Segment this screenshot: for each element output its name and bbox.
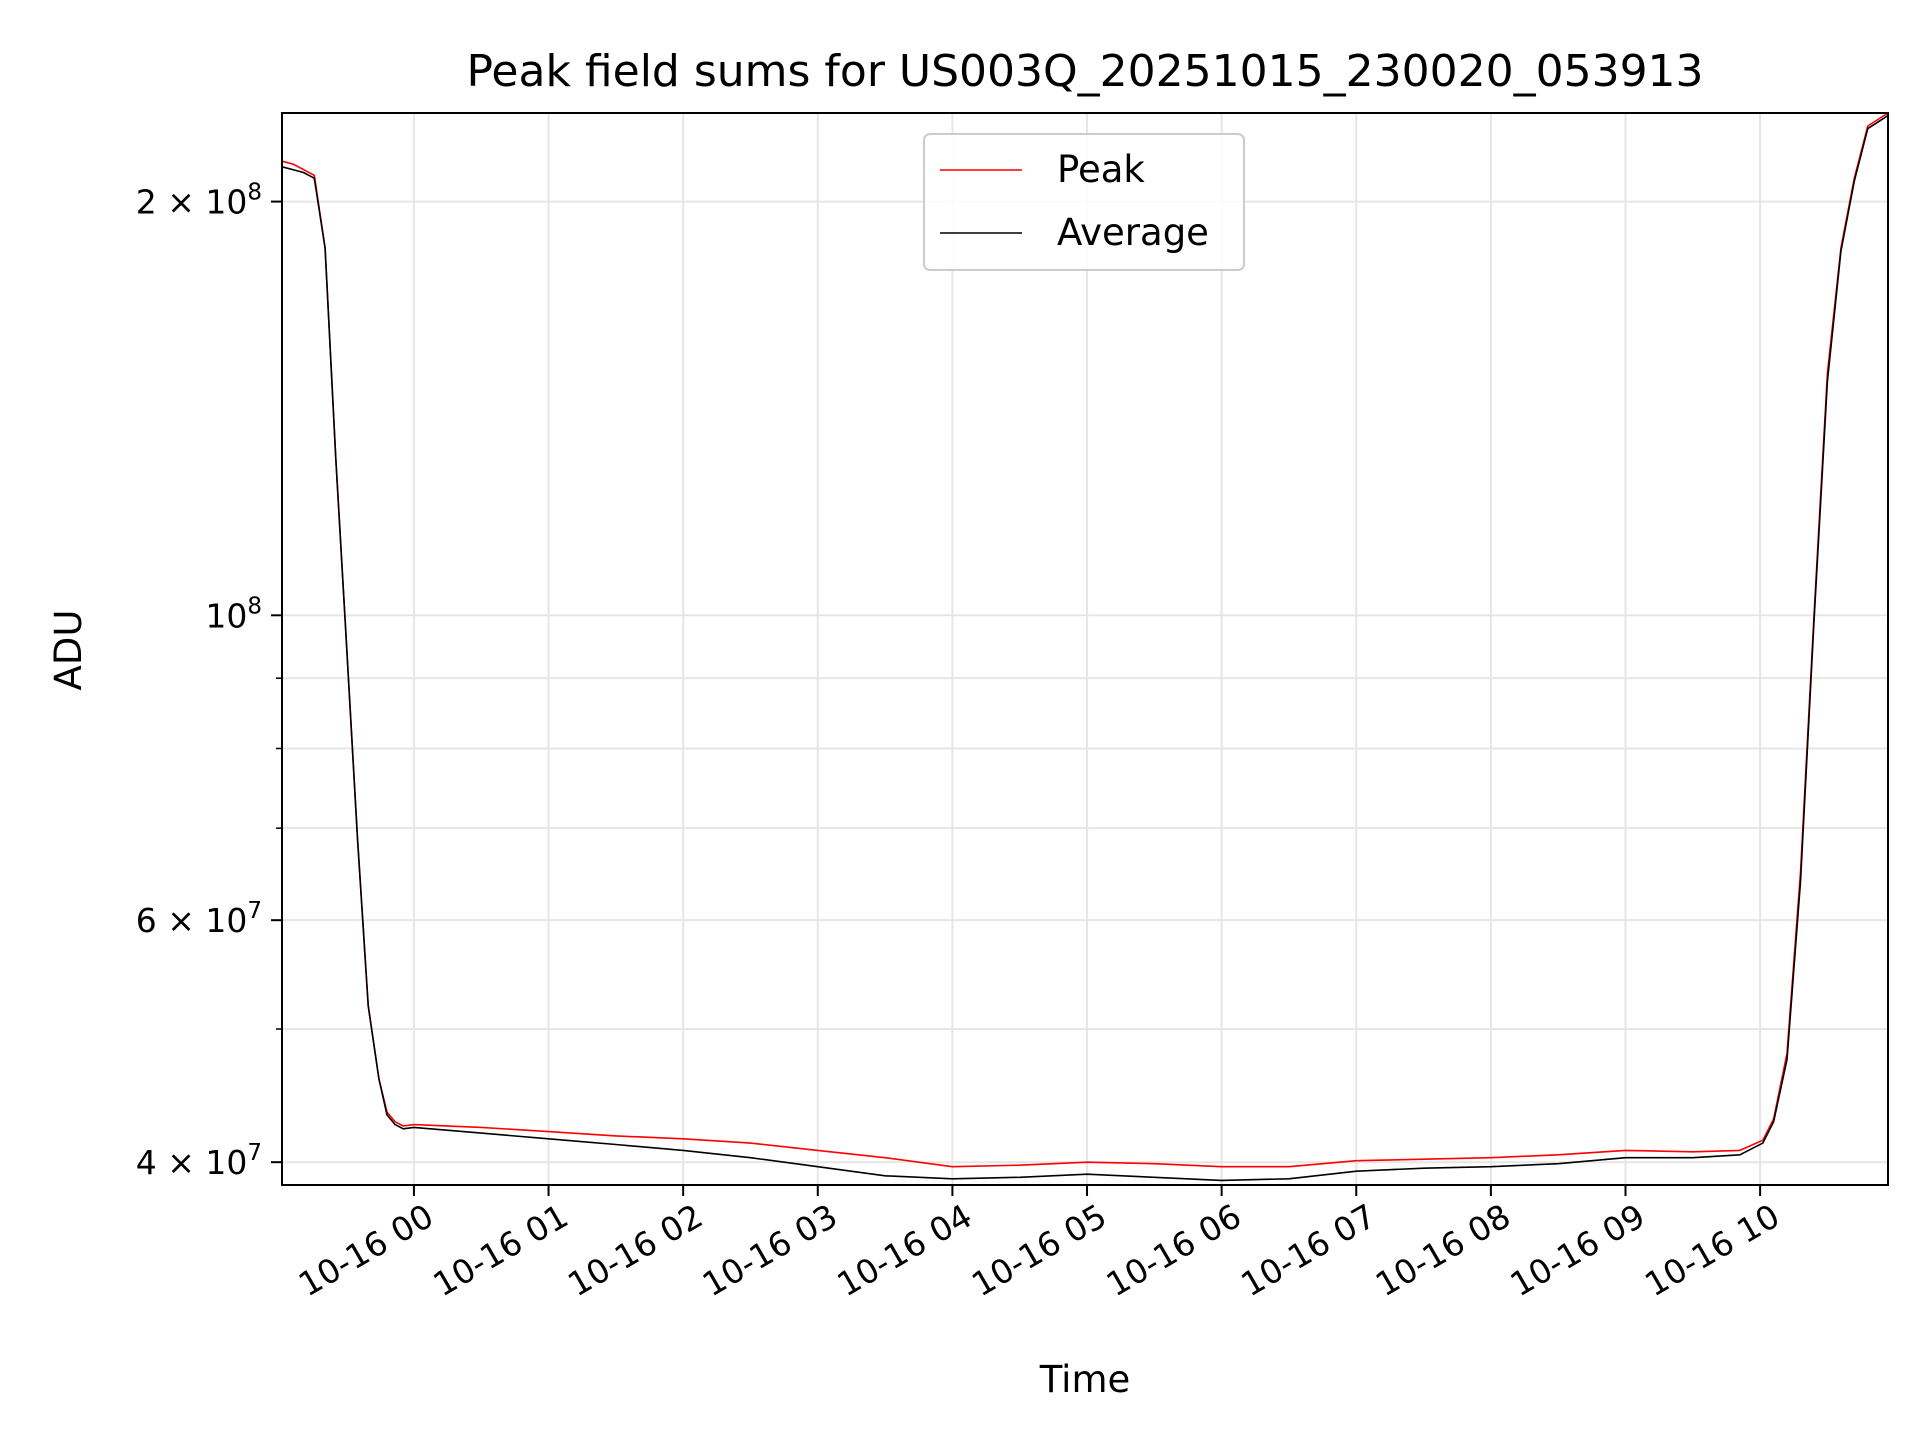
legend-label-peak: Peak <box>1057 148 1145 191</box>
legend-label-average: Average <box>1057 211 1209 254</box>
series-layer <box>281 112 1889 1182</box>
y-axis-title: ADU <box>47 610 90 691</box>
plot-frame <box>281 112 1889 1186</box>
x-axis-title: Time <box>1039 1358 1131 1401</box>
legend: Peak Average <box>923 133 1245 271</box>
chart-title: Peak field sums for US003Q_20251015_2300… <box>466 46 1703 97</box>
y-tick-label: 108 <box>205 593 262 635</box>
y-tick-label: 6 × 107 <box>136 898 262 940</box>
grid-lines <box>282 113 1888 1185</box>
y-tick-label: 2 × 108 <box>136 180 262 222</box>
y-tick-label: 4 × 107 <box>136 1140 262 1182</box>
y-axis: 4 × 107 6 × 107 108 2 × 108 <box>136 180 282 1182</box>
legend-box <box>923 133 1245 271</box>
series-line-average <box>281 114 1889 1182</box>
